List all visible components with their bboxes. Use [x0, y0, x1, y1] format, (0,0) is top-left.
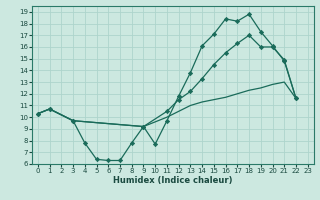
X-axis label: Humidex (Indice chaleur): Humidex (Indice chaleur): [113, 176, 233, 185]
